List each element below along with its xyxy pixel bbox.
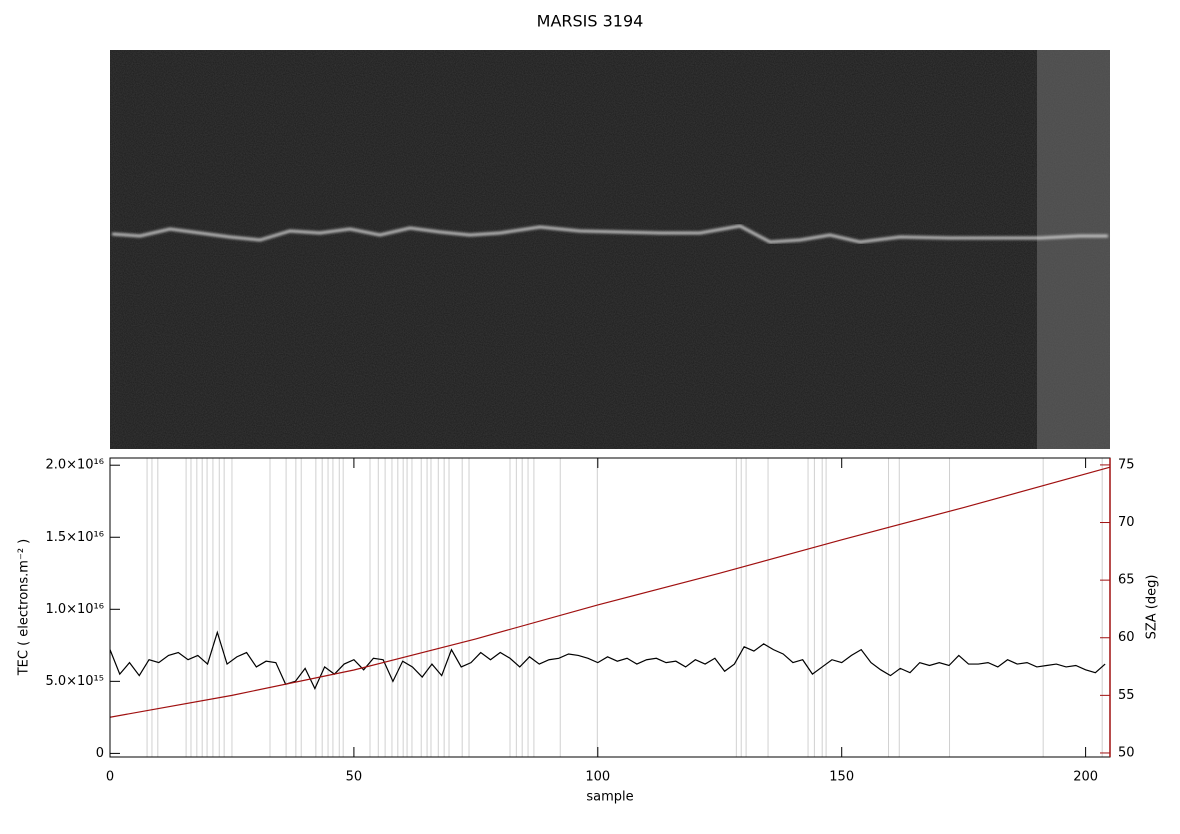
x-tick-label: 200: [1073, 770, 1098, 785]
y-tick-label: 1.0×10¹⁶: [45, 602, 104, 617]
surface-echo: [111, 224, 1108, 244]
radargram-noise: [110, 50, 1110, 449]
y2-tick-label: 55: [1118, 688, 1135, 703]
y-tick-label: 5.0×10¹⁵: [45, 674, 104, 689]
y-tick-label: 2.0×10¹⁶: [45, 458, 104, 473]
y2-tick-label: 60: [1118, 630, 1135, 645]
x-tick-label: 50: [346, 770, 363, 785]
x-tick-label: 100: [585, 770, 610, 785]
x-tick-label: 0: [106, 770, 114, 785]
y2-tick-label: 65: [1118, 573, 1135, 588]
plot-area: [109, 458, 1111, 757]
series-line: [109, 466, 1111, 718]
radargram: [110, 50, 1110, 449]
series-line: [109, 630, 1106, 690]
y-tick-label: 1.5×10¹⁶: [45, 530, 104, 545]
y2-axis-label: SZA (deg): [1145, 575, 1160, 640]
y-tick-label: 0: [96, 746, 104, 761]
chart-title: MARSIS 3194: [537, 12, 644, 31]
y-axis-label: TEC ( electrons.m⁻² ): [17, 539, 32, 677]
x-tick-label: 150: [829, 770, 854, 785]
x-axis-label: sample: [586, 790, 633, 805]
y2-tick-label: 50: [1118, 745, 1135, 760]
y2-tick-label: 70: [1118, 515, 1135, 530]
y2-tick-label: 75: [1118, 457, 1135, 472]
